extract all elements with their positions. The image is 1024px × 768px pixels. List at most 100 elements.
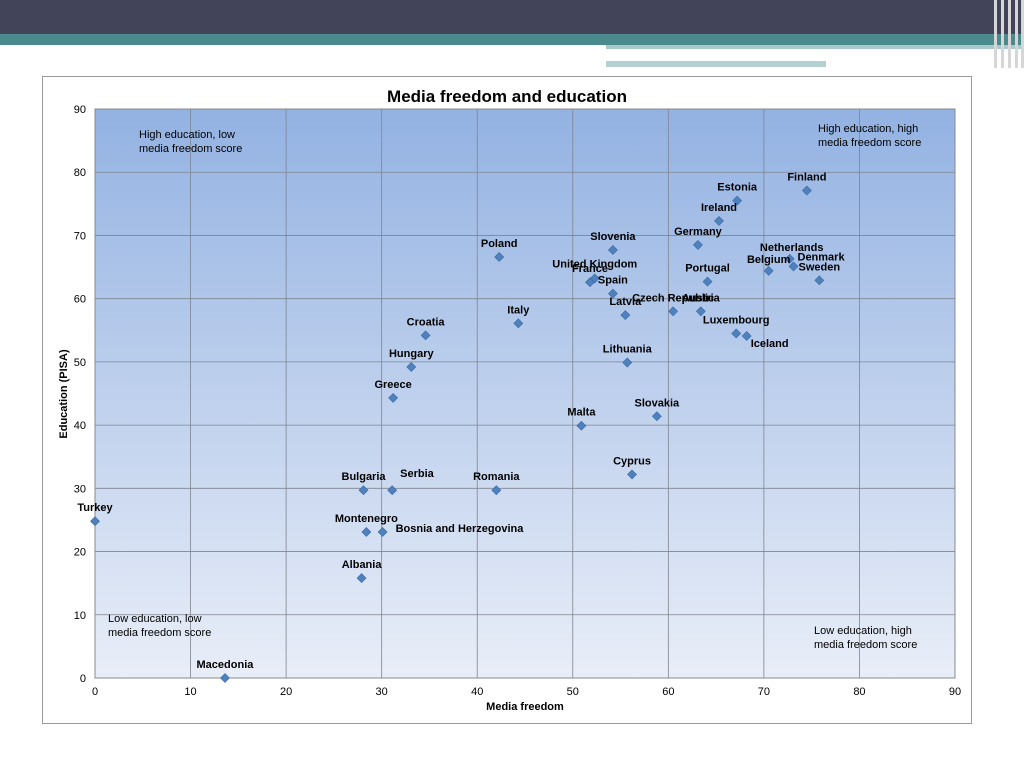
data-point-label: Lithuania (603, 344, 653, 356)
data-point-marker (90, 516, 100, 527)
x-tick-label: 20 (280, 686, 292, 698)
data-point-marker (627, 469, 637, 480)
data-point-label: Poland (481, 238, 518, 250)
data-point-label: Serbia (400, 468, 435, 480)
data-point-marker (784, 253, 795, 264)
data-point-label: Bulgaria (342, 471, 387, 483)
data-point-label: Turkey (77, 502, 113, 514)
quadrant-notes: High education, low media freedom score … (108, 123, 921, 651)
data-point-marker (620, 310, 631, 321)
data-point-marker (741, 331, 752, 341)
data-point-label: Portugal (685, 263, 730, 275)
x-tick-label: 0 (92, 686, 98, 698)
slide-top-bar (0, 0, 1024, 34)
data-point-marker (732, 195, 743, 206)
axis-ticks: 0 10 20 30 40 50 60 70 80 90 0 10 20 30 40 50 60 70 80 90 (74, 104, 961, 698)
data-point-marker (406, 362, 417, 372)
data-point-marker (576, 420, 587, 431)
data-point-marker (763, 265, 774, 276)
data-point-marker (377, 527, 388, 537)
data-point-marker (695, 306, 706, 317)
data-point-marker (220, 673, 230, 683)
x-tick-label: 30 (376, 686, 388, 698)
slide-deco-line-2 (606, 61, 826, 67)
data-point-marker (420, 330, 431, 341)
data-point-marker (388, 393, 399, 403)
data-point-label: Macedonia (197, 659, 255, 671)
note-top-right-line2: media freedom score (818, 137, 921, 149)
slide-accent-band (0, 34, 1024, 45)
data-point-label: Slovenia (590, 231, 636, 243)
data-point-label: France (572, 263, 608, 275)
plot-border (94, 108, 956, 679)
x-tick-label: 50 (567, 686, 579, 698)
plot-area (95, 109, 955, 678)
y-tick-label: 0 (80, 673, 86, 685)
y-tick-label: 40 (74, 420, 86, 432)
slide-deco-stripes (992, 0, 1024, 68)
data-labels: Finland Estonia Ireland Slovenia Germany Pola… (77, 172, 845, 671)
x-tick-label: 70 (758, 686, 770, 698)
data-point-marker (651, 411, 662, 422)
note-top-right-line1: High education, high (818, 123, 918, 135)
data-point-marker (693, 240, 703, 250)
data-point-label: Slovakia (635, 397, 681, 409)
x-tick-label: 10 (184, 686, 196, 698)
data-point-marker (491, 485, 502, 496)
data-point-marker (714, 215, 724, 226)
y-tick-label: 10 (74, 610, 86, 622)
chart-title: Media freedom and education (387, 87, 627, 106)
data-point-marker (361, 527, 372, 537)
data-point-label: Hungary (389, 348, 435, 360)
data-point-label: Ireland (701, 202, 737, 214)
note-bottom-left-line2: media freedom score (108, 627, 211, 639)
x-tick-label: 60 (662, 686, 674, 698)
data-point-label: Montenegro (335, 513, 398, 525)
data-point-label: Croatia (407, 316, 446, 328)
x-tick-label: 40 (471, 686, 483, 698)
data-point-marker (702, 276, 713, 287)
data-point-label: Estonia (717, 182, 758, 194)
x-tick-label: 80 (853, 686, 865, 698)
data-point-label: Spain (598, 275, 628, 287)
data-point-label: Latvia (609, 296, 642, 308)
data-point-label: Albania (342, 559, 383, 571)
x-tick-label: 90 (949, 686, 961, 698)
data-point-label: Belgium (747, 254, 791, 266)
data-point-label: Denmark (798, 251, 846, 263)
data-point-label: Germany (674, 226, 723, 238)
data-point-marker (494, 252, 505, 262)
data-point-marker (607, 288, 618, 299)
note-top-left-line1: High education, low (139, 129, 235, 141)
data-point-marker (607, 245, 618, 255)
y-tick-label: 90 (74, 104, 86, 116)
note-bottom-right-line1: Low education, high (814, 625, 912, 637)
slide-deco-line (606, 56, 948, 59)
note-bottom-right-line2: media freedom score (814, 639, 917, 651)
data-point-label: United Kingdom (552, 258, 637, 270)
data-point-marker (358, 485, 369, 496)
data-point-label: Romania (473, 471, 520, 483)
y-tick-label: 70 (74, 230, 86, 242)
y-tick-label: 20 (74, 547, 86, 559)
data-point-label: Italy (507, 304, 530, 316)
y-tick-label: 60 (74, 294, 86, 306)
note-top-left-line2: media freedom score (139, 143, 242, 155)
data-point-marker (387, 485, 398, 496)
data-point-label: Sweden (799, 261, 841, 273)
data-point-marker (585, 277, 595, 288)
y-tick-label: 50 (74, 357, 86, 369)
data-point-label: Czech Republic (632, 292, 714, 304)
data-point-label: Malta (567, 407, 596, 419)
data-point-marker (731, 328, 742, 339)
data-point-label: Iceland (751, 338, 789, 350)
x-axis-label: Media freedom (486, 701, 564, 713)
data-point-label: Greece (374, 379, 411, 391)
data-point-marker (801, 185, 812, 196)
data-point-marker (356, 573, 367, 584)
data-point-marker (668, 306, 679, 317)
data-point-label: Netherlands (760, 242, 824, 254)
data-point-label: Luxembourg (703, 314, 770, 326)
y-tick-label: 80 (74, 167, 86, 179)
